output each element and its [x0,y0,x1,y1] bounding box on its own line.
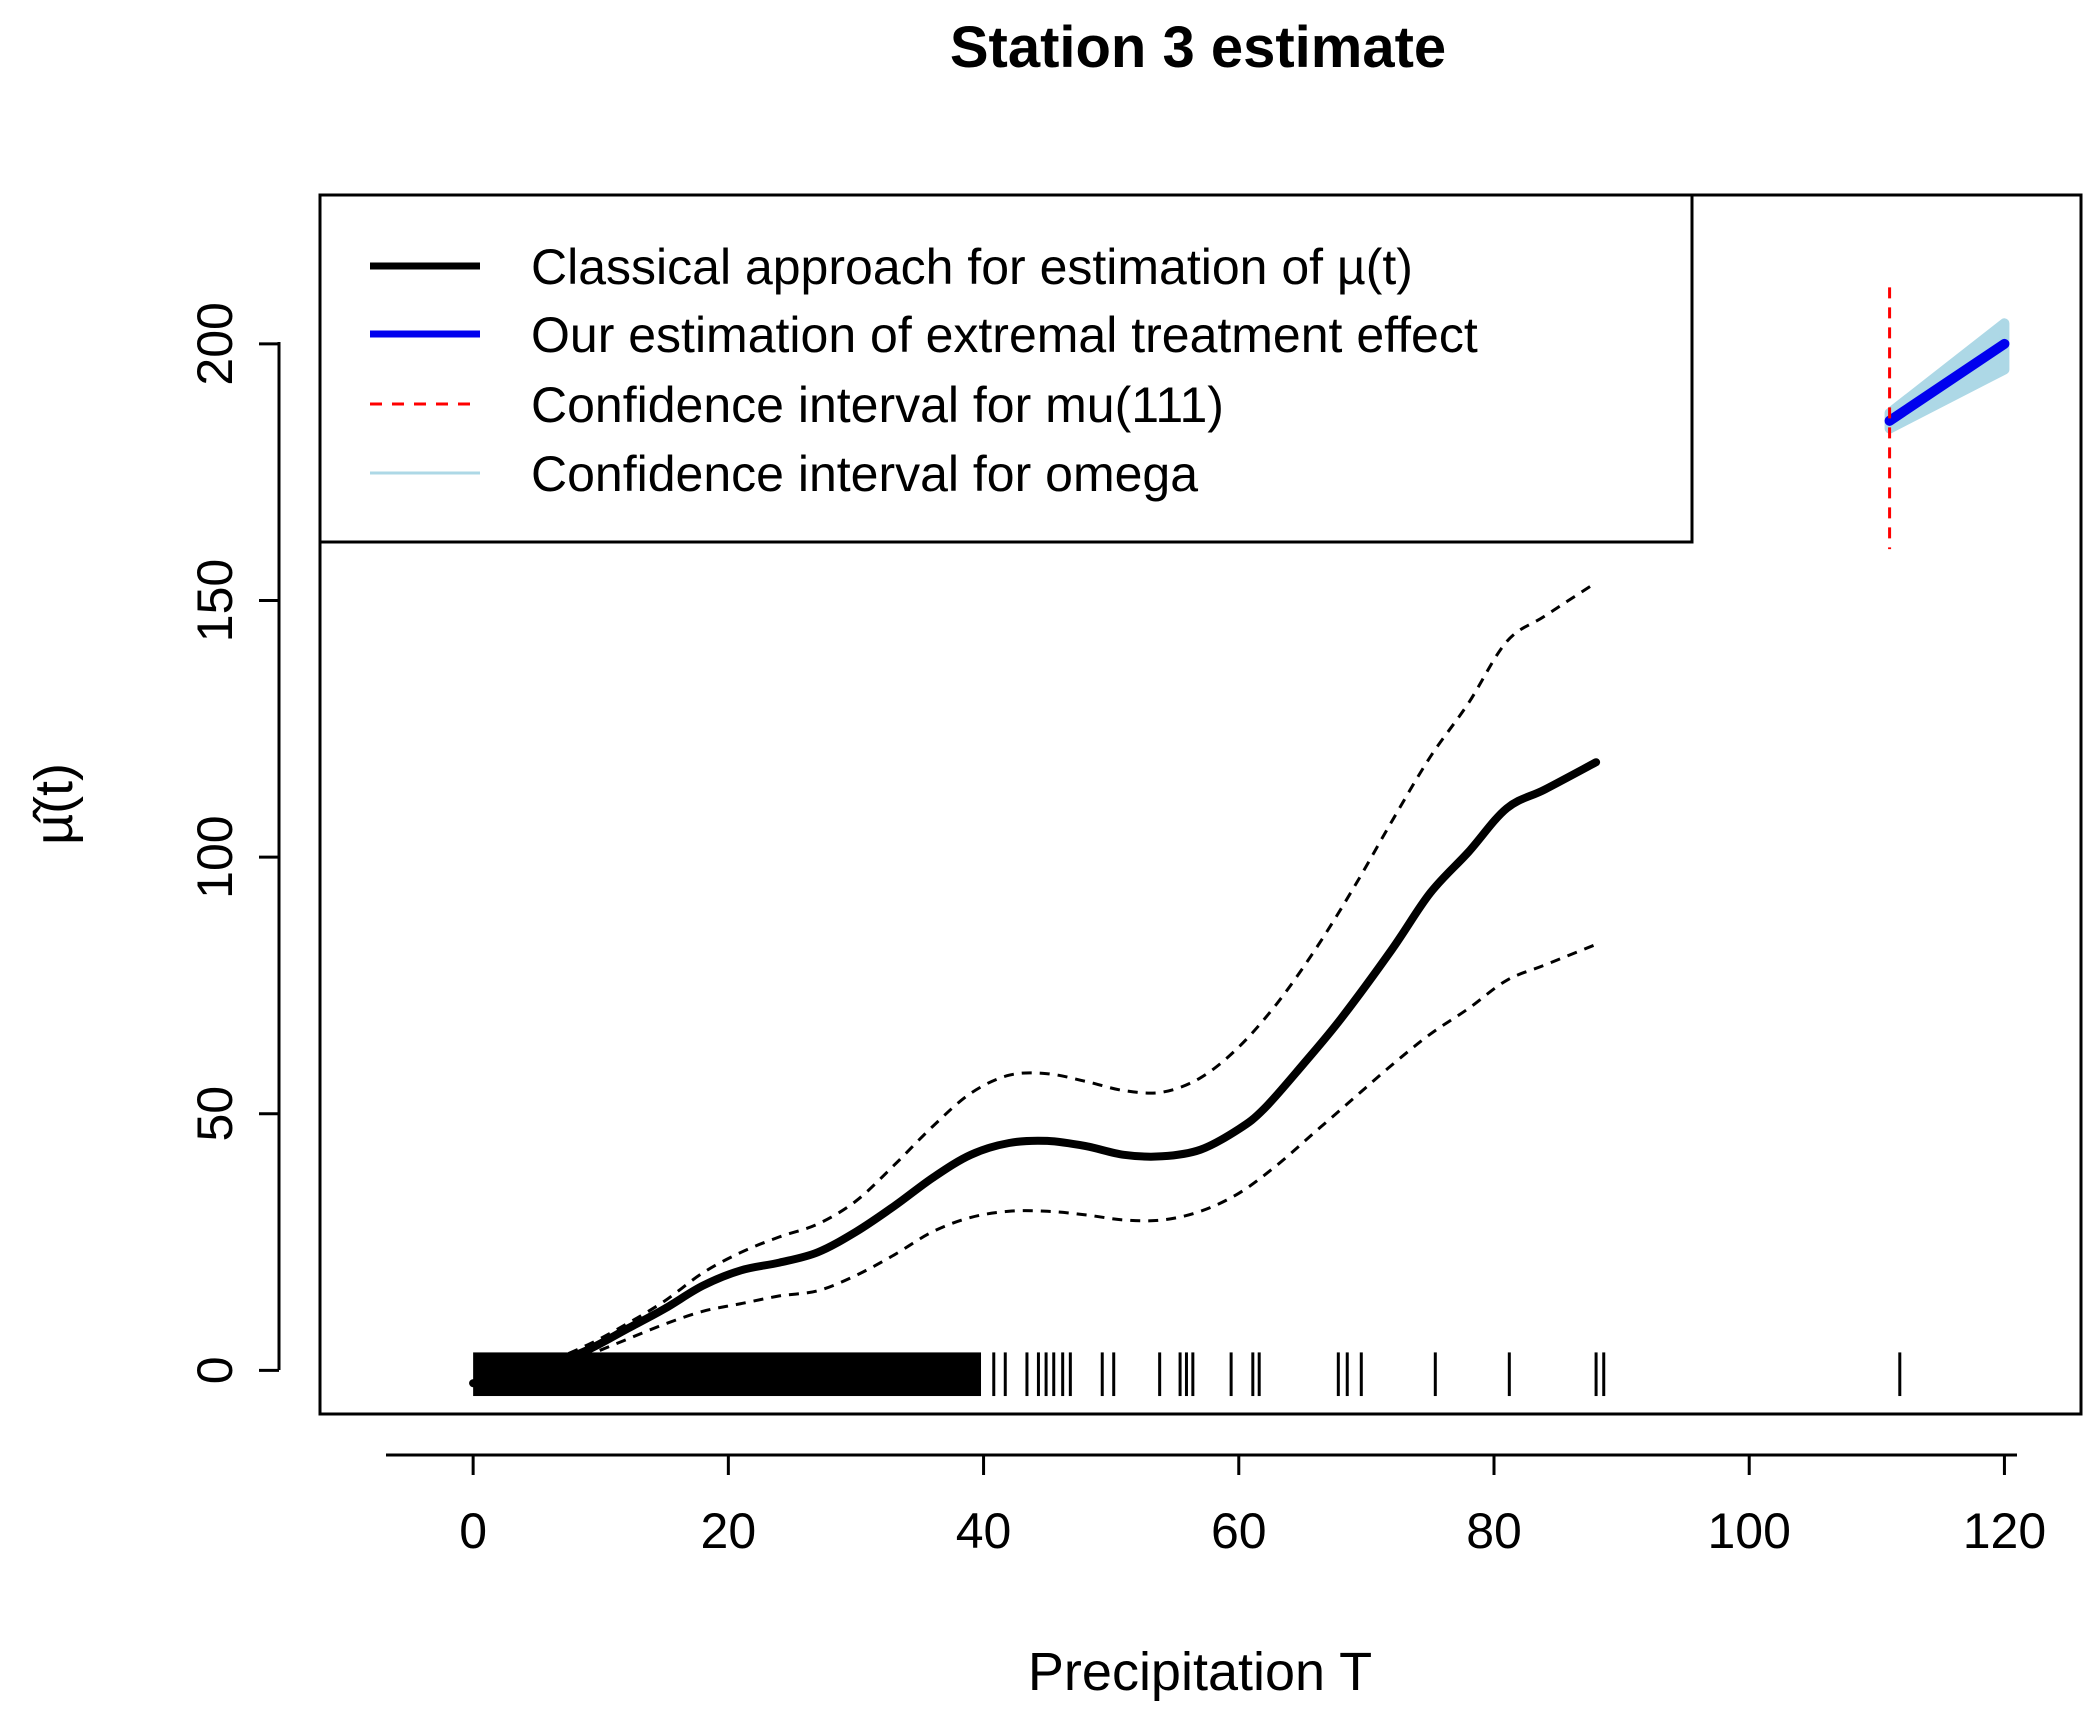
x-tick-label: 120 [1963,1503,2046,1559]
legend-label-omega: Confidence interval for omega [531,446,1198,502]
legend-box [318,193,1694,544]
x-tick-label: 100 [1707,1503,1790,1559]
y-tick-label: 200 [187,302,243,385]
x-axis: 0 20 40 60 80 100 120 [386,1453,2046,1559]
y-tick-label: 0 [187,1356,243,1384]
legend-label-classical: Classical approach for estimation of µ(t… [531,239,1413,295]
legend: Classical approach for estimation of µ(t… [318,193,1694,544]
y-tick-label: 100 [187,815,243,898]
y-axis: 0 50 100 150 200 [187,302,281,1384]
classical-estimate-line [469,758,1601,1388]
series-layer [469,287,2010,1397]
extremal-estimate-line [1884,338,2010,426]
y-tick-label: 50 [187,1086,243,1142]
rug-dense-block [473,1352,982,1397]
x-tick-label: 20 [701,1503,757,1559]
ci-lower-line [498,943,1597,1390]
y-axis-title: µ̂(t) [24,763,84,845]
x-tick-label: 40 [956,1503,1012,1559]
x-tick-label: 60 [1211,1503,1267,1559]
ci-upper-line [498,581,1597,1372]
chart-title: Station 3 estimate [950,15,1446,80]
legend-label-mu111: Confidence interval for mu(111) [531,377,1224,433]
x-tick-label: 0 [459,1503,487,1559]
legend-label-extremal: Our estimation of extremal treatment eff… [531,307,1478,363]
x-tick-label: 80 [1466,1503,1522,1559]
y-ticks: 0 50 100 150 200 [187,302,279,1384]
x-axis-title: Precipitation T [1028,1642,1372,1702]
x-ticks: 0 20 40 60 80 100 120 [459,1455,2046,1559]
y-tick-label: 150 [187,559,243,642]
